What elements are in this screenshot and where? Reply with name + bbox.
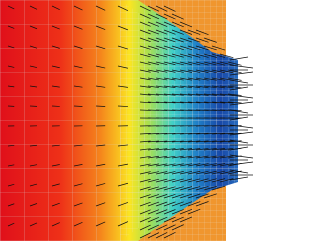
flow-field	[0, 0, 264, 241]
